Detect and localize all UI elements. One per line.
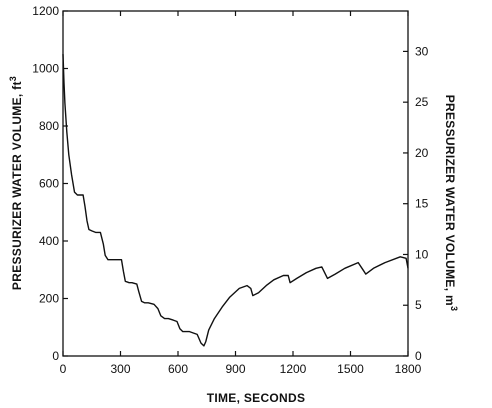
y2-tick-label: 25 [415,95,429,109]
y2-axis-title-unit: 3 [449,306,459,311]
y2-tick-label: 5 [415,298,422,312]
svg-text:PRESSURIZER WATER VOLUME, m3: PRESSURIZER WATER VOLUME, m3 [443,95,459,312]
y2-axis-ticks: 0 5 10 15 20 25 30 [403,44,429,363]
y2-tick-label: 10 [415,247,429,261]
x-tick-label: 1500 [337,362,364,376]
y2-axis-title: PRESSURIZER WATER VOLUME, m3 [443,95,459,312]
x-tick-label: 300 [110,362,130,376]
y2-tick-label: 0 [415,349,422,363]
y-axis-title-text: PRESSURIZER WATER VOLUME, ft [10,81,24,290]
y-tick-label: 0 [52,349,59,363]
y-axis-title: PRESSURIZER WATER VOLUME, ft3 [8,76,24,290]
y-tick-label: 200 [39,292,59,306]
y2-tick-label: 20 [415,146,429,160]
x-axis-ticks: 0 300 600 900 1200 1500 1800 [60,11,422,376]
y-axis-ticks: 0 200 400 600 800 1000 1200 [32,4,68,363]
y-tick-label: 800 [39,119,59,133]
plot-frame [62,10,409,357]
x-tick-label: 900 [225,362,245,376]
svg-text:PRESSURIZER WATER VOLUME, ft: PRESSURIZER WATER VOLUME, ft3 [8,76,24,290]
y-tick-label: 600 [39,177,59,191]
y-tick-label: 1000 [32,62,59,76]
y2-tick-label: 30 [415,44,429,58]
y-tick-label: 1200 [32,4,59,18]
series-line [62,54,409,347]
y2-axis-title-text: PRESSURIZER WATER VOLUME, m [443,95,457,306]
x-axis-title: TIME, SECONDS [207,391,306,405]
x-tick-label: 1200 [280,362,307,376]
x-tick-label: 1800 [395,362,422,376]
x-tick-label: 0 [60,362,67,376]
y2-tick-label: 15 [415,197,429,211]
y-tick-label: 400 [39,234,59,248]
x-tick-label: 600 [168,362,188,376]
y-axis-title-unit: 3 [8,76,18,81]
